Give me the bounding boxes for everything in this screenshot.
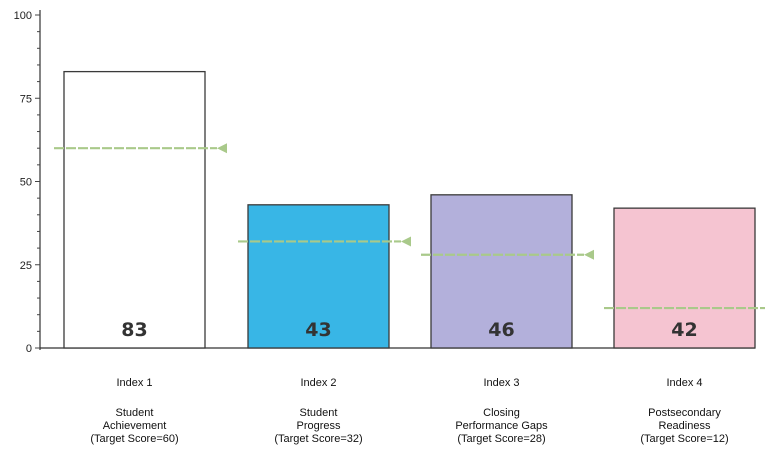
target-arrow-3 <box>584 249 594 260</box>
x-category-sublabel: (Target Score=32) <box>274 433 362 445</box>
x-category-sublabel: (Target Score=60) <box>90 433 178 445</box>
x-category-sublabel: Performance Gaps <box>455 420 548 432</box>
target-arrow-1 <box>217 143 227 154</box>
x-category-sublabel: Student <box>300 407 338 419</box>
bar-value-label: 43 <box>305 319 331 341</box>
bar-1 <box>63 70 206 349</box>
bar-value-label: 46 <box>488 319 514 341</box>
x-category-sublabel: Readiness <box>659 420 711 432</box>
x-category-label: Index 4 <box>666 377 702 389</box>
x-category-sublabel: (Target Score=28) <box>457 433 545 445</box>
x-category-sublabel: (Target Score=12) <box>640 433 728 445</box>
x-category-sublabel: Closing <box>483 407 520 419</box>
bar-2 <box>247 204 390 349</box>
x-category-label: Index 3 <box>483 377 519 389</box>
x-category-label: Index 1 <box>116 377 152 389</box>
x-category-sublabel: Student <box>116 407 154 419</box>
x-category-sublabel: Achievement <box>103 420 167 432</box>
target-markers <box>54 143 765 310</box>
bar-value-label: 83 <box>121 319 147 341</box>
target-arrow-2 <box>401 236 411 247</box>
x-category-sublabel: Progress <box>296 420 341 432</box>
bars: 83 43 46 42 <box>63 70 756 349</box>
y-tick-label: 25 <box>20 260 32 272</box>
y-tick-label: 75 <box>20 93 32 105</box>
y-tick-label: 50 <box>20 177 32 189</box>
bar-3 <box>430 194 573 349</box>
y-tick-label: 100 <box>14 10 32 22</box>
x-category-label: Index 2 <box>300 377 336 389</box>
bar-value-label: 42 <box>671 319 697 341</box>
y-tick-label: 0 <box>26 343 32 355</box>
bar-4 <box>613 207 756 349</box>
x-category-sublabel: Postsecondary <box>648 407 721 419</box>
